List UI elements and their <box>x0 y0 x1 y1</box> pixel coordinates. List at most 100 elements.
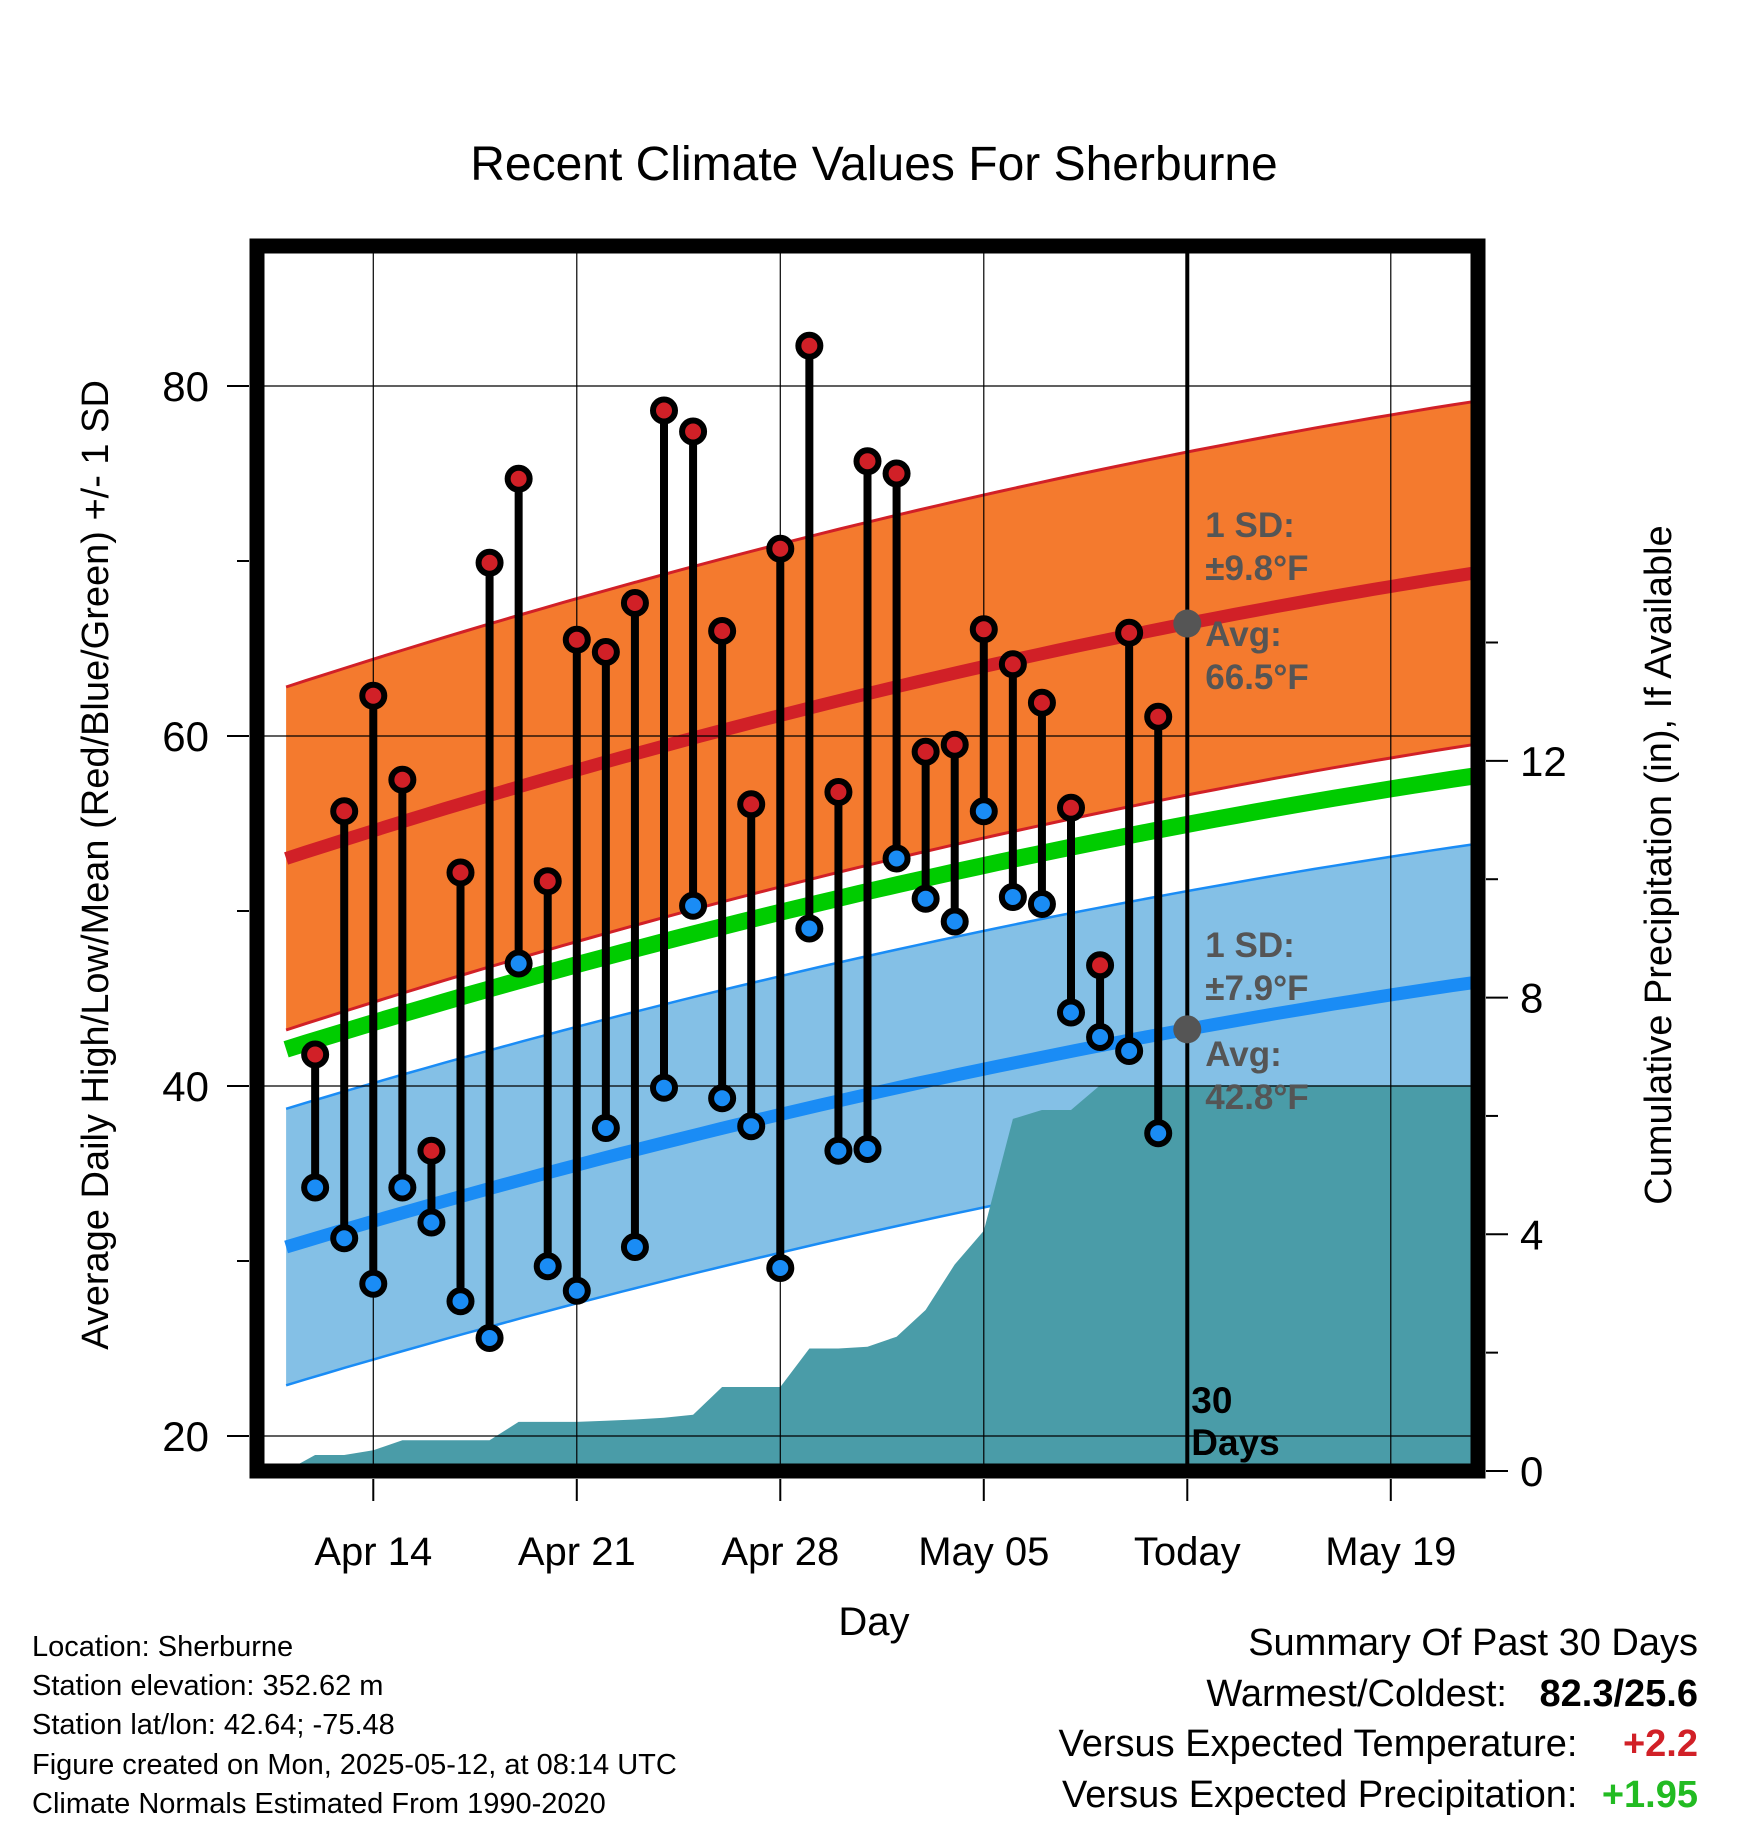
daily-low-point <box>1027 890 1056 918</box>
daily-high-point <box>1144 702 1173 731</box>
daily-low-point <box>388 1173 417 1202</box>
daily-low-point <box>911 884 940 913</box>
plot-area <box>257 246 1478 1471</box>
daily-low-point <box>708 1084 737 1113</box>
daily-low-point <box>504 949 533 978</box>
daily-low-point <box>359 1269 388 1298</box>
info-location: Location: Sherburne <box>32 1631 294 1663</box>
daily-low-point <box>650 1073 678 1102</box>
daily-high-point <box>650 396 678 425</box>
days-label-line2: Days <box>1191 1422 1279 1463</box>
low-sd-label: 1 SD: <box>1205 926 1294 965</box>
high-sd-label: 1 SD: <box>1205 506 1294 545</box>
summary-temp-value: +2.2 <box>1622 1723 1698 1765</box>
daily-low-point <box>620 1233 649 1261</box>
daily-low-point <box>1057 998 1085 1027</box>
y-tick-label-left: 80 <box>162 363 209 410</box>
daily-high-point <box>620 589 649 617</box>
daily-low-point <box>475 1324 504 1352</box>
daily-high-point <box>708 617 737 645</box>
x-tick-label: Apr 28 <box>721 1530 839 1574</box>
y-tick-label-right: 12 <box>1520 738 1567 785</box>
low-avg-value: 42.8°F <box>1205 1078 1309 1117</box>
daily-low-point <box>998 883 1027 911</box>
daily-high-point <box>853 447 882 476</box>
mean-normal-line <box>283 767 1474 1058</box>
high-avg-value: 66.5°F <box>1205 658 1309 697</box>
daily-low-point <box>562 1276 591 1305</box>
summary-precip-row: Versus Expected Precipitation: +1.95 <box>1062 1774 1698 1817</box>
y-tick-label-left: 60 <box>162 713 209 760</box>
daily-low-point <box>853 1135 882 1163</box>
x-tick-label: Apr 21 <box>518 1530 636 1574</box>
daily-high-point <box>446 858 475 887</box>
high-avg-label: Avg: <box>1205 615 1281 654</box>
chart-title: Recent Climate Values For Sherburne <box>470 138 1278 191</box>
x-tick-label: Apr 14 <box>314 1530 432 1574</box>
daily-low-point <box>1115 1037 1144 1065</box>
daily-low-point <box>882 844 911 873</box>
high-sd-value: ±9.8°F <box>1205 549 1308 588</box>
daily-high-point <box>562 625 591 654</box>
low-sd-band <box>286 844 1473 1386</box>
low-sd-upper-line <box>285 843 1473 1110</box>
high-sd-lower-line <box>285 743 1473 1032</box>
summary-title: Summary Of Past 30 Days <box>1248 1622 1698 1664</box>
daily-high-point <box>533 867 562 896</box>
daily-high-point <box>882 459 911 488</box>
daily-high-point <box>475 548 504 577</box>
summary-temp-label: Versus Expected Temperature: <box>1058 1723 1578 1765</box>
info-latlon: Station lat/lon: 42.64; -75.48 <box>32 1709 395 1741</box>
today-low-avg-marker <box>1173 1015 1202 1044</box>
daily-low-point <box>533 1252 562 1281</box>
daily-low-point <box>679 891 708 920</box>
daily-high-point <box>1086 951 1115 980</box>
summary-precip-value: +1.95 <box>1601 1774 1698 1816</box>
daily-low-point <box>446 1287 475 1316</box>
info-elevation: Station elevation: 352.62 m <box>32 1670 384 1702</box>
daily-high-point <box>330 797 359 826</box>
daily-low-point <box>1144 1119 1173 1148</box>
y-tick-label-left: 20 <box>162 1413 209 1460</box>
daily-low-point <box>824 1136 853 1165</box>
high-normal-line <box>284 566 1474 865</box>
x-tick-label: May 19 <box>1325 1530 1456 1574</box>
x-tick-label: May 05 <box>918 1530 1049 1574</box>
daily-high-point <box>417 1136 446 1165</box>
summary-warmest-value: 82.3/25.6 <box>1539 1673 1698 1715</box>
daily-low-point <box>330 1224 359 1253</box>
daily-high-point <box>766 534 795 563</box>
daily-high-point <box>737 790 766 819</box>
daily-high-point <box>795 331 824 360</box>
x-tick-label: Today <box>1134 1530 1241 1574</box>
low-avg-label: Avg: <box>1205 1035 1281 1074</box>
y-tick-label-right: 0 <box>1520 1448 1543 1495</box>
y-axis-label-left: Average Daily High/Low/Mean (Red/Blue/Gr… <box>75 380 117 1350</box>
daily-low-point <box>417 1208 446 1237</box>
daily-high-point <box>824 778 853 806</box>
info-created: Figure created on Mon, 2025-05-12, at 08… <box>32 1749 677 1781</box>
daily-high-point <box>1027 688 1056 717</box>
daily-high-point <box>301 1040 330 1069</box>
daily-high-point <box>969 615 998 644</box>
daily-high-point <box>998 650 1027 679</box>
y-axis-label-right: Cumulative Precipitation (in), If Availa… <box>1638 525 1680 1204</box>
high-sd-band <box>286 401 1473 1030</box>
daily-low-point <box>737 1112 766 1141</box>
daily-low-point <box>795 914 824 943</box>
daily-low-point <box>940 907 969 936</box>
summary-warmest-row: Warmest/Coldest: 82.3/25.6 <box>1206 1673 1698 1716</box>
daily-high-point <box>1115 618 1144 647</box>
summary-precip-label: Versus Expected Precipitation: <box>1062 1774 1578 1816</box>
y-tick-label-right: 8 <box>1520 975 1543 1022</box>
daily-high-point <box>1057 793 1085 822</box>
daily-low-point <box>766 1254 795 1282</box>
daily-low-point <box>301 1173 330 1202</box>
precip-area <box>286 1085 1473 1471</box>
plot-frame <box>249 238 1486 1479</box>
y-tick-label-left: 40 <box>162 1063 209 1110</box>
daily-high-point <box>591 638 620 666</box>
today-high-avg-marker <box>1173 609 1202 638</box>
low-sd-value: ±7.9°F <box>1205 969 1308 1008</box>
